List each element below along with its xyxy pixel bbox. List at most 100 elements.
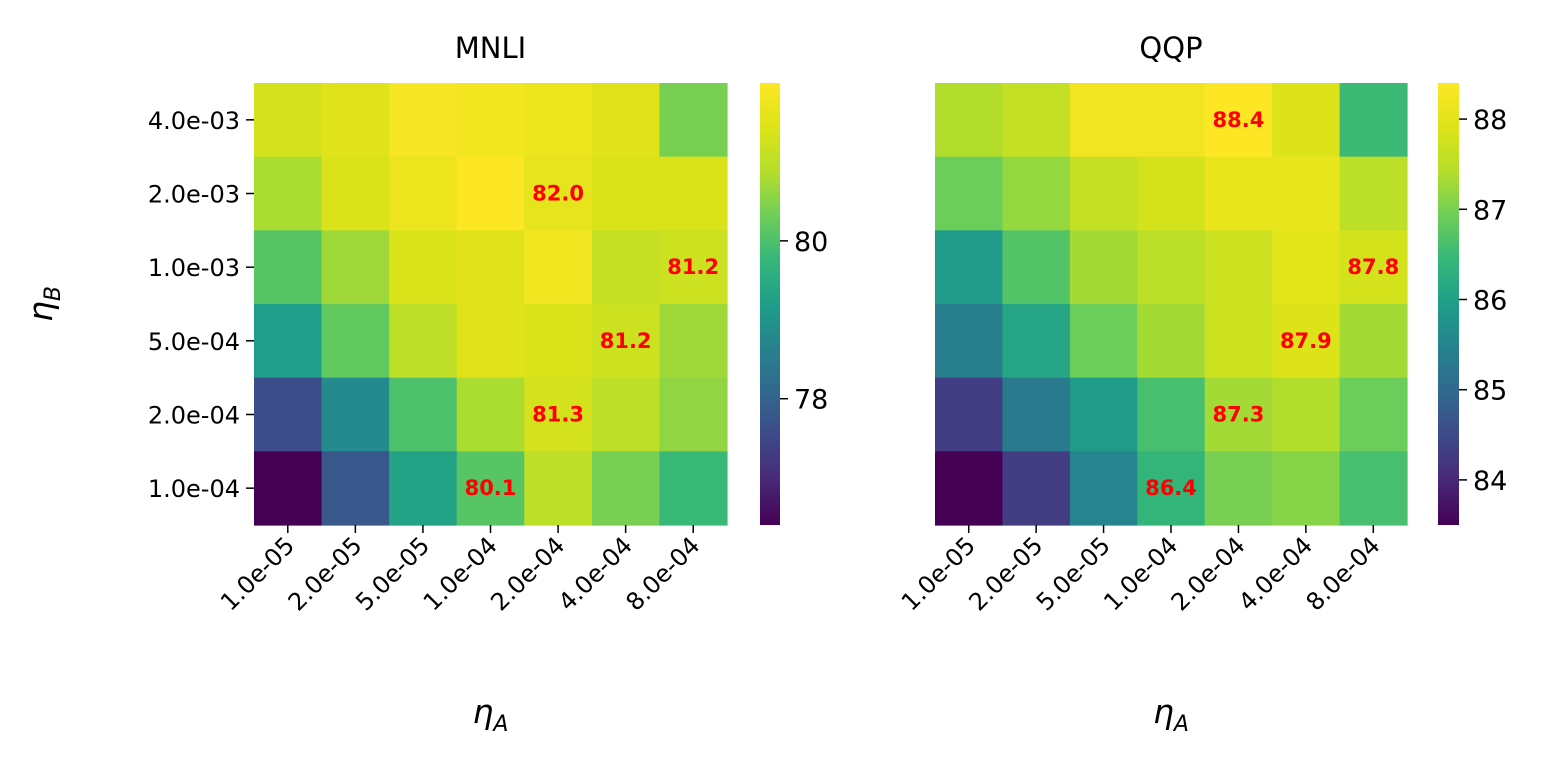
heatmap-cell xyxy=(321,83,390,158)
heatmap-cell xyxy=(1002,377,1071,452)
heatmap-cell xyxy=(591,304,661,379)
chart-title: MNLI xyxy=(455,31,526,65)
x-tick-label: 1.0e-04 xyxy=(418,531,503,616)
heatmap-cell xyxy=(524,377,593,452)
heatmap-cell xyxy=(389,451,458,526)
heatmap-cell xyxy=(591,156,661,231)
heatmap-cell xyxy=(1137,304,1206,379)
heatmap-cell xyxy=(1339,156,1408,231)
heatmap-cell xyxy=(1069,230,1138,305)
heatmap-cell xyxy=(321,451,390,526)
heatmap-cell xyxy=(389,156,458,231)
cell-annotation: 87.9 xyxy=(1280,329,1332,353)
colorbar-tick-label: 84 xyxy=(1473,466,1507,497)
colorbar-gradient xyxy=(760,83,780,525)
heatmap-cell xyxy=(1069,304,1138,379)
heatmap-cell xyxy=(1339,377,1408,452)
heatmap-panel-qqp: 88.4 87.8 87.9 87.3 86.4 QQP 1.0e-052.0e-055.0… xyxy=(896,31,1507,737)
colorbar-tick-label: 86 xyxy=(1473,285,1507,316)
heatmap-cell xyxy=(456,83,525,158)
cell-annotation: 87.8 xyxy=(1347,255,1399,279)
heatmap-cell xyxy=(524,230,593,305)
x-tick-label: 2.0e-04 xyxy=(485,531,570,616)
heatmap-cell xyxy=(456,230,525,305)
colorbar-tick-label: 85 xyxy=(1473,376,1507,407)
heatmap-cell xyxy=(524,304,593,379)
heatmap-cell xyxy=(524,83,593,158)
heatmap-cell xyxy=(1204,230,1273,305)
heatmap-cell xyxy=(935,156,1004,231)
heatmap-cell xyxy=(1204,304,1273,379)
heatmap-cell xyxy=(1204,451,1273,526)
x-tick-label: 8.0e-04 xyxy=(621,531,706,616)
heatmap-cell xyxy=(659,156,728,231)
x-tick-label: 2.0e-05 xyxy=(283,531,368,616)
y-tick-label: 5.0e-04 xyxy=(148,328,240,356)
heatmap-cell xyxy=(1002,156,1071,231)
heatmap-cell xyxy=(659,377,728,452)
heatmap-cell xyxy=(1272,156,1341,231)
cell-annotation: 80.1 xyxy=(465,476,517,500)
heatmap-cell xyxy=(524,156,593,231)
heatmap-cell xyxy=(1069,451,1138,526)
heatmap-cell xyxy=(659,451,728,526)
x-tick-label: 8.0e-04 xyxy=(1301,531,1386,616)
x-tick-label: 2.0e-04 xyxy=(1166,531,1251,616)
x-tick-label: 1.0e-05 xyxy=(896,531,981,616)
colorbar-gradient xyxy=(1438,83,1459,525)
heatmap-cell xyxy=(1272,377,1341,452)
heatmap-cell xyxy=(321,230,390,305)
x-axis-label: ηA xyxy=(473,692,509,737)
x-tick-label: 4.0e-04 xyxy=(1233,531,1318,616)
cell-annotation: 86.4 xyxy=(1145,476,1197,500)
heatmap-cell xyxy=(1069,156,1138,231)
x-axis-label: ηA xyxy=(1153,692,1189,737)
heatmap-cell xyxy=(591,377,661,452)
heatmap-cell xyxy=(254,230,323,305)
cell-annotation: 82.0 xyxy=(532,182,584,206)
heatmap-cell xyxy=(1339,451,1408,526)
heatmap-cell xyxy=(389,230,458,305)
heatmap-cell xyxy=(254,83,323,158)
heatmap-cell xyxy=(1204,377,1273,452)
heatmap-cell xyxy=(1339,304,1408,379)
heatmap-cell xyxy=(254,451,323,526)
heatmap-cell xyxy=(1204,83,1273,158)
heatmap-cell xyxy=(254,304,323,379)
y-tick-label: 2.0e-03 xyxy=(148,181,240,209)
heatmap-cell xyxy=(321,304,390,379)
heatmap-cell xyxy=(1002,83,1071,158)
heatmap-cell xyxy=(1137,451,1206,526)
heatmap-cell xyxy=(935,451,1004,526)
heatmap-cell xyxy=(1002,304,1071,379)
y-tick-label: 2.0e-04 xyxy=(148,402,240,430)
heatmap-cell xyxy=(1069,377,1138,452)
colorbar-tick-label: 88 xyxy=(1473,105,1507,136)
x-tick-label: 2.0e-05 xyxy=(963,531,1048,616)
heatmap-cell xyxy=(1137,377,1206,452)
heatmap-cell xyxy=(1339,230,1408,305)
heatmap-cell xyxy=(935,304,1004,379)
heatmap-cell xyxy=(1137,83,1206,158)
chart-title: QQP xyxy=(1139,31,1202,65)
heatmap-cell xyxy=(659,304,728,379)
heatmap-cell xyxy=(591,451,661,526)
heatmap-cell xyxy=(321,377,390,452)
colorbar-tick-label: 78 xyxy=(794,385,828,416)
x-tick-label: 4.0e-04 xyxy=(553,531,638,616)
colorbar: 84 85 86 87 88 xyxy=(1438,83,1507,525)
cell-annotation: 81.2 xyxy=(600,329,652,353)
heatmap-cell xyxy=(1272,83,1341,158)
heatmap-cell xyxy=(1137,230,1206,305)
heatmap-cell xyxy=(935,377,1004,452)
x-tick-label: 5.0e-05 xyxy=(350,531,435,616)
cell-annotation: 81.3 xyxy=(532,403,584,427)
heatmap-cell xyxy=(389,304,458,379)
heatmap-cell xyxy=(456,156,525,231)
heatmap-cell xyxy=(254,156,323,231)
heatmap-cell xyxy=(389,377,458,452)
cell-annotation: 87.3 xyxy=(1213,403,1265,427)
heatmap-cell xyxy=(659,83,728,158)
heatmap-cell xyxy=(591,230,661,305)
